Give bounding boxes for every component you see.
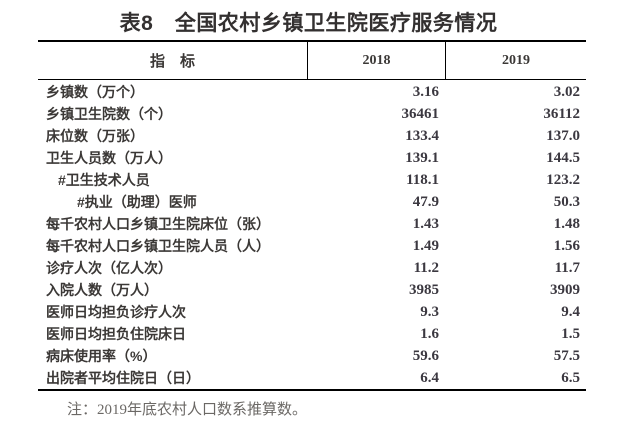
row-value-2018: 59.6	[412, 347, 439, 364]
table-title: 表8 全国农村乡镇卫生院医疗服务情况	[119, 12, 498, 35]
row-value-2019: 6.5	[561, 369, 580, 386]
row-label: #执业（助理）医师	[77, 194, 197, 210]
table-row: 医师日均担负诊疗人次 9.3 9.4	[38, 301, 586, 323]
row-label: 每千农村人口乡镇卫生院床位（张）	[46, 216, 270, 232]
row-value-2018: 139.1	[405, 149, 439, 166]
row-value-2019: 57.5	[553, 347, 580, 364]
row-value-2018: 11.2	[413, 259, 439, 276]
row-value-2018: 118.1	[406, 171, 439, 188]
row-value-2018: 36461	[401, 105, 440, 122]
table-row: #执业（助理）医师 47.9 50.3	[38, 191, 586, 213]
header-2019: 2019	[445, 42, 586, 79]
row-value-2018: 1.49	[412, 237, 439, 254]
row-value-2019: 3909	[550, 281, 580, 298]
row-value-2019: 144.5	[546, 149, 580, 166]
row-value-2018: 47.9	[412, 193, 439, 210]
row-value-2018: 9.3	[420, 303, 439, 320]
table-note: 注：2019年底农村人口数系推算数。	[67, 402, 308, 418]
row-label: 卫生人员数（万人）	[46, 150, 172, 166]
row-label: 诊疗人次（亿人次）	[46, 260, 172, 276]
table-row: 每千农村人口乡镇卫生院床位（张） 1.43 1.48	[38, 213, 586, 235]
row-value-2019: 137.0	[546, 127, 580, 144]
table-row: #卫生技术人员 118.1 123.2	[38, 169, 586, 191]
header-indicator: 指 标	[149, 53, 195, 70]
row-label: 出院者平均住院日（日）	[46, 370, 200, 386]
table-row: 乡镇卫生院数（个） 36461 36112	[38, 103, 586, 125]
row-label: 乡镇卫生院数（个）	[46, 106, 172, 122]
table-row: 入院人数（万人） 3985 3909	[38, 279, 586, 301]
table-row: 病床使用率（%） 59.6 57.5	[38, 345, 586, 367]
row-label: 医师日均担负住院床日	[46, 326, 186, 342]
table-row: 卫生人员数（万人） 139.1 144.5	[38, 147, 586, 169]
row-value-2019: 1.56	[553, 237, 580, 254]
row-label: 每千农村人口乡镇卫生院人员（人）	[46, 238, 270, 254]
row-value-2018: 1.6	[420, 325, 439, 342]
row-value-2018: 3.16	[412, 83, 439, 100]
table-row: 医师日均担负住院床日 1.6 1.5	[38, 323, 586, 345]
table-body: 乡镇数（万个） 3.16 3.02 乡镇卫生院数（个） 36461 36112 床位数（万张…	[38, 80, 586, 389]
row-label: 乡镇数（万个）	[46, 84, 144, 100]
table-row: 诊疗人次（亿人次） 11.2 11.7	[38, 257, 586, 279]
row-value-2019: 50.3	[553, 193, 580, 210]
row-value-2018: 3985	[409, 281, 439, 298]
table-row: 每千农村人口乡镇卫生院人员（人） 1.49 1.56	[38, 235, 586, 257]
row-value-2019: 11.7	[554, 259, 580, 276]
row-value-2019: 1.48	[553, 215, 580, 232]
row-value-2018: 1.43	[412, 215, 439, 232]
row-value-2019: 1.5	[561, 325, 580, 342]
table-row: 乡镇数（万个） 3.16 3.02	[38, 81, 586, 103]
row-value-2019: 123.2	[546, 171, 580, 188]
row-value-2019: 9.4	[561, 303, 580, 320]
header-2018: 2018	[307, 42, 445, 79]
table-row: 床位数（万张） 133.4 137.0	[38, 125, 586, 147]
row-label: 床位数（万张）	[46, 128, 144, 144]
row-value-2019: 36112	[543, 105, 580, 122]
row-label: 医师日均担负诊疗人次	[46, 304, 186, 320]
row-value-2018: 6.4	[420, 369, 439, 386]
row-label: 入院人数（万人）	[46, 282, 158, 298]
stats-table: 指 标 2018 2019 乡镇数（万个） 3.16 3.02 乡镇卫生院数（个） 36…	[38, 40, 586, 391]
table-header-row: 指 标 2018 2019	[38, 42, 586, 80]
row-value-2019: 3.02	[553, 83, 580, 100]
row-label: 病床使用率（%）	[46, 348, 157, 364]
row-value-2018: 133.4	[405, 127, 439, 144]
row-label: #卫生技术人员	[58, 172, 150, 188]
table-row: 出院者平均住院日（日） 6.4 6.5	[38, 367, 586, 389]
